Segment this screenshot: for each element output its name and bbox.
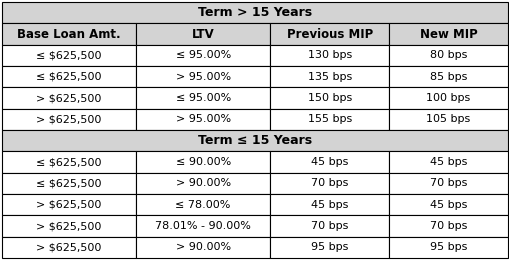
Text: New MIP: New MIP (419, 28, 476, 41)
Bar (136, 109, 270, 130)
Bar (270, 237, 388, 258)
Text: 78.01% - 90.00%: 78.01% - 90.00% (155, 221, 250, 231)
Bar (2, 194, 136, 215)
Bar (388, 23, 507, 45)
Bar (2, 109, 136, 130)
Text: 70 bps: 70 bps (429, 221, 466, 231)
Text: 80 bps: 80 bps (429, 50, 466, 60)
Bar (388, 87, 507, 109)
Bar (2, 151, 136, 173)
Text: > $625,500: > $625,500 (36, 114, 101, 124)
Bar (270, 66, 388, 87)
Bar (270, 109, 388, 130)
Text: 45 bps: 45 bps (310, 200, 348, 210)
Bar (270, 151, 388, 173)
Text: Base Loan Amt.: Base Loan Amt. (17, 28, 121, 41)
Bar (136, 173, 270, 194)
Bar (388, 45, 507, 66)
Text: 95 bps: 95 bps (429, 242, 466, 252)
Bar (270, 173, 388, 194)
Text: Previous MIP: Previous MIP (286, 28, 372, 41)
Text: ≤ $625,500: ≤ $625,500 (36, 50, 102, 60)
Text: 135 bps: 135 bps (307, 72, 351, 82)
Bar (270, 194, 388, 215)
Bar (136, 194, 270, 215)
Text: 45 bps: 45 bps (429, 200, 466, 210)
Bar (2, 2, 507, 23)
Text: 70 bps: 70 bps (310, 178, 348, 188)
Text: Term > 15 Years: Term > 15 Years (197, 6, 312, 19)
Bar (2, 237, 136, 258)
Text: > $625,500: > $625,500 (36, 93, 101, 103)
Text: LTV: LTV (191, 28, 214, 41)
Bar (136, 66, 270, 87)
Text: ≤ $625,500: ≤ $625,500 (36, 72, 102, 82)
Text: > 95.00%: > 95.00% (175, 72, 230, 82)
Text: 45 bps: 45 bps (429, 157, 466, 167)
Bar (2, 66, 136, 87)
Text: 150 bps: 150 bps (307, 93, 351, 103)
Bar (2, 130, 507, 151)
Text: ≤ 90.00%: ≤ 90.00% (175, 157, 230, 167)
Text: ≤ 95.00%: ≤ 95.00% (175, 93, 230, 103)
Bar (388, 66, 507, 87)
Bar (270, 23, 388, 45)
Text: > 95.00%: > 95.00% (175, 114, 230, 124)
Text: Term ≤ 15 Years: Term ≤ 15 Years (197, 134, 312, 147)
Text: 130 bps: 130 bps (307, 50, 351, 60)
Bar (136, 215, 270, 237)
Text: > 90.00%: > 90.00% (175, 242, 230, 252)
Text: > 90.00%: > 90.00% (175, 178, 230, 188)
Bar (270, 215, 388, 237)
Text: 70 bps: 70 bps (310, 221, 348, 231)
Bar (388, 215, 507, 237)
Bar (136, 237, 270, 258)
Bar (270, 87, 388, 109)
Text: > $625,500: > $625,500 (36, 200, 101, 210)
Text: 105 bps: 105 bps (426, 114, 470, 124)
Bar (136, 23, 270, 45)
Text: ≤ 78.00%: ≤ 78.00% (175, 200, 231, 210)
Text: ≤ 95.00%: ≤ 95.00% (175, 50, 230, 60)
Bar (2, 45, 136, 66)
Text: 155 bps: 155 bps (307, 114, 351, 124)
Text: ≤ $625,500: ≤ $625,500 (36, 178, 102, 188)
Text: 85 bps: 85 bps (429, 72, 466, 82)
Bar (2, 173, 136, 194)
Text: 95 bps: 95 bps (310, 242, 348, 252)
Bar (388, 237, 507, 258)
Bar (388, 173, 507, 194)
Text: ≤ $625,500: ≤ $625,500 (36, 157, 102, 167)
Bar (2, 23, 136, 45)
Bar (136, 45, 270, 66)
Bar (388, 194, 507, 215)
Bar (2, 215, 136, 237)
Bar (2, 87, 136, 109)
Text: 45 bps: 45 bps (310, 157, 348, 167)
Bar (136, 151, 270, 173)
Bar (388, 109, 507, 130)
Bar (270, 45, 388, 66)
Text: > $625,500: > $625,500 (36, 221, 101, 231)
Text: > $625,500: > $625,500 (36, 242, 101, 252)
Text: 70 bps: 70 bps (429, 178, 466, 188)
Bar (388, 151, 507, 173)
Text: 100 bps: 100 bps (426, 93, 470, 103)
Bar (136, 87, 270, 109)
